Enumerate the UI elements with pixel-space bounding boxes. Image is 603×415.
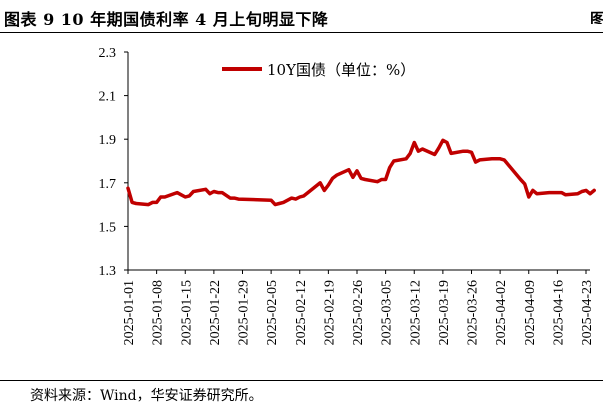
x-tick-label: 2025-04-02 xyxy=(494,280,509,345)
x-tick-label: 2025-02-26 xyxy=(351,280,366,345)
y-tick-label: 2.1 xyxy=(99,90,117,105)
legend-label: 10Y国债（单位：%） xyxy=(267,61,415,79)
x-tick-label: 2025-04-16 xyxy=(551,280,566,345)
series-line xyxy=(126,138,596,207)
x-tick-label: 2025-03-26 xyxy=(466,280,481,345)
y-tick-label: 2.3 xyxy=(99,46,117,61)
clipped-corner-mark: 图 xyxy=(590,10,603,24)
x-tick-label: 2025-01-29 xyxy=(237,280,252,345)
source-note: 资料来源：Wind，华安证券研究所。 xyxy=(30,388,263,404)
chart-legend: 10Y国债（单位：%） xyxy=(222,61,415,79)
y-axis-ticks: 1.3 1.5 1.7 1.9 2.1 2.3 xyxy=(99,46,128,279)
x-tick-label: 2025-03-19 xyxy=(437,280,452,345)
y-tick-label: 1.5 xyxy=(99,220,117,235)
top-rule xyxy=(0,32,603,33)
figure-title: 图表 9 10 年期国债利率 4 月上旬明显下降 xyxy=(4,10,329,29)
chart-axes xyxy=(127,52,590,271)
y-tick-label: 1.9 xyxy=(99,133,117,148)
x-tick-label: 2025-04-23 xyxy=(580,280,595,345)
x-tick-label: 2025-04-09 xyxy=(523,280,538,345)
bottom-rule xyxy=(0,380,603,381)
series-layer xyxy=(126,138,596,207)
x-tick-label: 2025-03-12 xyxy=(408,280,423,345)
y-tick-label: 1.7 xyxy=(99,177,117,192)
x-axis-ticks: 2025-01-01 2025-01-08 2025-01-15 2025-01-22… xyxy=(122,270,595,345)
x-tick-label: 2025-01-15 xyxy=(179,280,194,345)
x-tick-label: 2025-03-05 xyxy=(380,280,395,345)
x-tick-label: 2025-01-08 xyxy=(151,280,166,345)
x-tick-label: 2025-02-12 xyxy=(294,280,309,345)
line-chart: 1.31.51.71.92.12.3 2025-01-01 2025-01-08 2… xyxy=(99,46,596,345)
x-tick-label: 2025-01-22 xyxy=(208,280,223,345)
x-tick-label: 2025-01-01 xyxy=(122,280,137,345)
y-tick-label: 1.3 xyxy=(99,264,117,279)
x-tick-label: 2025-02-05 xyxy=(265,280,280,345)
x-tick-label: 2025-02-19 xyxy=(322,280,337,345)
